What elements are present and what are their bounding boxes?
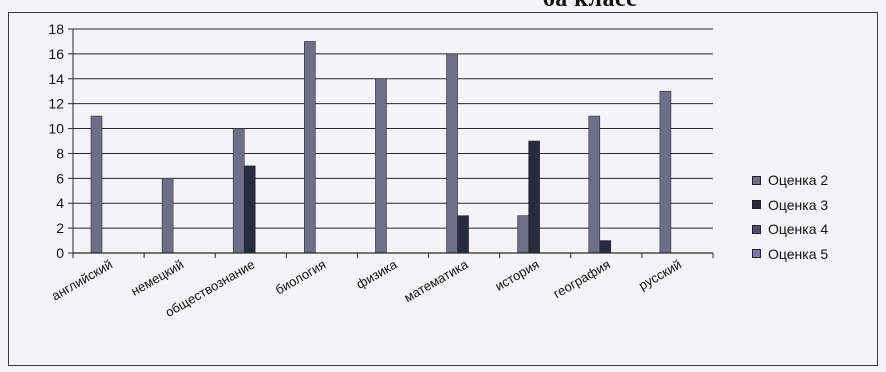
legend-item: Оценка 4 — [752, 217, 828, 242]
legend-item: Оценка 3 — [752, 193, 828, 218]
legend-swatch — [752, 249, 761, 259]
y-tick-label: 14 — [48, 71, 64, 87]
x-tick-label: русский — [636, 257, 684, 293]
bar-2-история — [528, 140, 540, 254]
x-tick-label: немецкий — [128, 257, 186, 299]
legend-label: Оценка 4 — [768, 221, 829, 238]
x-tick-label: английский — [49, 257, 115, 304]
chart-title: 6а класс — [400, 0, 780, 13]
y-tick-label: 4 — [56, 195, 64, 211]
x-tick-label: биология — [273, 257, 329, 298]
y-tick-label: 6 — [56, 170, 64, 186]
y-tick-label: 16 — [48, 46, 64, 62]
legend-label: Оценка 5 — [768, 245, 829, 262]
bar-1-история — [517, 215, 529, 254]
bar-1-география — [588, 115, 601, 254]
legend-label: Оценка 2 — [768, 172, 829, 189]
bar-2-обществознание — [243, 165, 256, 254]
legend-label: Оценка 3 — [768, 196, 829, 213]
x-tick-label: физика — [354, 256, 401, 292]
y-tick-label: 12 — [48, 96, 64, 112]
legend-swatch — [752, 175, 761, 185]
y-tick-label: 18 — [48, 21, 64, 37]
x-tick-label: история — [492, 257, 541, 294]
y-tick-label: 2 — [56, 220, 64, 236]
chart-frame — [8, 12, 878, 366]
chart-legend: Оценка 2 Оценка 3 Оценка 4 Оценка 5 — [752, 168, 828, 266]
x-tick-label: математика — [401, 256, 471, 305]
bar-1-русский — [659, 90, 672, 254]
bar-1-биология — [304, 41, 316, 254]
bar-1-математика — [446, 53, 458, 254]
bar-1-немецкий — [161, 178, 174, 254]
x-tick-label: география — [551, 257, 613, 302]
y-tick-label: 0 — [56, 245, 64, 261]
legend-swatch — [752, 200, 761, 210]
y-tick-label: 10 — [48, 121, 64, 137]
bar-2-математика — [457, 215, 469, 254]
bar-1-английский — [90, 115, 103, 254]
legend-item: Оценка 5 — [752, 242, 828, 267]
bar-1-физика — [375, 78, 387, 254]
bar-2-география — [599, 240, 612, 254]
legend-swatch — [752, 224, 761, 234]
legend-item: Оценка 2 — [752, 168, 828, 193]
bar-1-обществознание — [232, 128, 245, 254]
y-tick-label: 8 — [56, 145, 64, 161]
